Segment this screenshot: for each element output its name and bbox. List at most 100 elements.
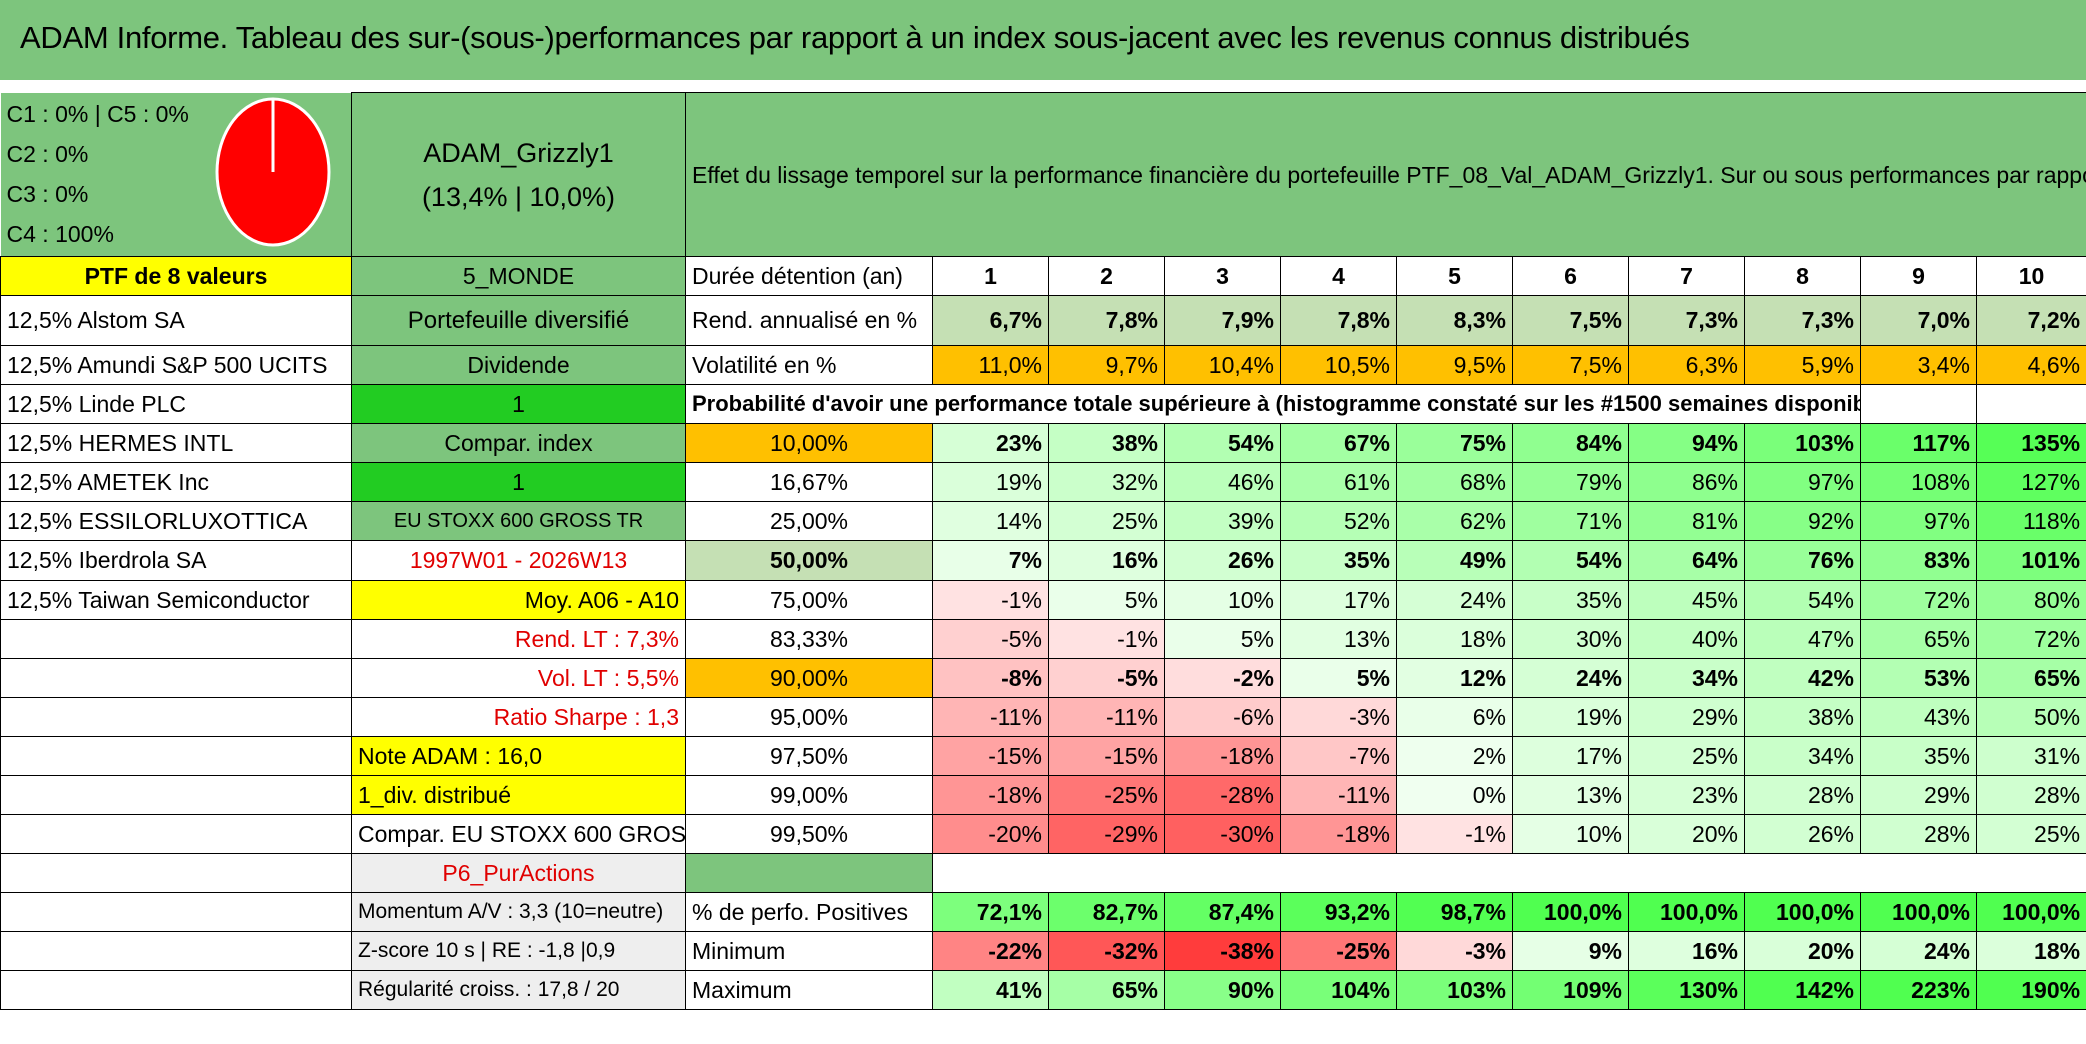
prob-value: 72%: [1975, 619, 2086, 659]
prob-threshold: 97,50%: [685, 736, 933, 776]
holding-item: 12,5% Linde PLC: [0, 384, 352, 424]
note-adam-label: Note ADAM : 16,0: [351, 736, 686, 776]
prob-value: 103%: [1744, 423, 1861, 463]
prob-threshold: 90,00%: [685, 658, 933, 698]
prob-value: 117%: [1860, 423, 1977, 463]
positive-value: 98,7%: [1396, 892, 1513, 932]
prob-value: -30%: [1164, 814, 1281, 854]
prob-value: 54%: [1744, 580, 1861, 620]
prob-threshold: 83,33%: [685, 619, 933, 659]
prob-value: 25%: [1975, 814, 2086, 854]
prob-value: 42%: [1744, 658, 1861, 698]
description: Effet du lissage temporel sur la perform…: [684, 92, 2086, 257]
positive-value: 100,0%: [1628, 892, 1745, 932]
rend-value: 7,3%: [1744, 295, 1861, 346]
positive-value: 100,0%: [1860, 892, 1977, 932]
vol-value: 11,0%: [932, 345, 1049, 385]
prob-value: -7%: [1280, 736, 1397, 776]
max-label: Maximum: [685, 970, 933, 1010]
prob-value: 24%: [1512, 658, 1629, 698]
year-header: 9: [1860, 256, 1977, 296]
rend-value: 7,3%: [1628, 295, 1745, 346]
year-header: 3: [1164, 256, 1281, 296]
prob-value: 62%: [1396, 501, 1513, 541]
maximum-value: 65%: [1048, 970, 1165, 1010]
rend-label: Rend. annualisé en %: [685, 295, 933, 346]
holding-item: 12,5% Iberdrola SA: [0, 540, 352, 581]
prob-value: -20%: [932, 814, 1049, 854]
rend-value: 7,0%: [1860, 295, 1977, 346]
prob-value: 13%: [1512, 775, 1629, 815]
zscore-label: Z-score 10 s | RE : -1,8 |0,9: [351, 931, 686, 971]
minimum-value: 16%: [1628, 931, 1745, 971]
rend-value: 6,7%: [932, 295, 1049, 346]
prob-value: 7%: [932, 540, 1049, 581]
prob-value: 19%: [1512, 697, 1629, 737]
page-title: ADAM Informe. Tableau des sur-(sous-)per…: [20, 20, 1690, 55]
prob-value: 81%: [1628, 501, 1745, 541]
prob-value: 54%: [1164, 423, 1281, 463]
minimum-value: -38%: [1164, 931, 1281, 971]
prob-value: 26%: [1744, 814, 1861, 854]
prob-value: -29%: [1048, 814, 1165, 854]
holding-item: 12,5% ESSILORLUXOTTICA: [0, 501, 352, 541]
prob-value: 68%: [1396, 462, 1513, 502]
prob-threshold: 25,00%: [685, 501, 933, 541]
prob-value: 97%: [1744, 462, 1861, 502]
prob-value: -1%: [932, 580, 1049, 620]
prob-value: 19%: [932, 462, 1049, 502]
vol-value: 5,9%: [1744, 345, 1861, 385]
min-label: Minimum: [685, 931, 933, 971]
legend-c3: C3 : 0%: [6, 180, 89, 207]
holding-item: 12,5% Amundi S&P 500 UCITS: [0, 345, 352, 385]
prob-value: 46%: [1164, 462, 1281, 502]
prob-value: -15%: [1048, 736, 1165, 776]
pos-label: % de perfo. Positives: [685, 892, 933, 932]
prob-value: 72%: [1860, 580, 1977, 620]
rend-value: 7,9%: [1164, 295, 1281, 346]
prob-value: 14%: [932, 501, 1049, 541]
index-name: EU STOXX 600 GROSS TR: [351, 501, 686, 541]
prob-value: 108%: [1860, 462, 1977, 502]
p6-label: P6_PurActions: [351, 853, 686, 893]
regularite-label: Régularité croiss. : 17,8 / 20: [351, 970, 686, 1010]
vol-value: 4,6%: [1975, 345, 2086, 385]
prob-value: 10%: [1512, 814, 1629, 854]
prob-value: 38%: [1048, 423, 1165, 463]
minimum-value: 24%: [1860, 931, 1977, 971]
prob-value: -11%: [1280, 775, 1397, 815]
year-header: 7: [1628, 256, 1745, 296]
vol-lt-label: Vol. LT : 5,5%: [351, 658, 686, 698]
prob-value: 13%: [1280, 619, 1397, 659]
prob-value: 29%: [1860, 775, 1977, 815]
prob-value: 97%: [1860, 501, 1977, 541]
prob-value: 53%: [1860, 658, 1977, 698]
vol-value: 10,4%: [1164, 345, 1281, 385]
prob-value: -28%: [1164, 775, 1281, 815]
maximum-value: 130%: [1628, 970, 1745, 1010]
maximum-value: 90%: [1164, 970, 1281, 1010]
maximum-value: 142%: [1744, 970, 1861, 1010]
portefeuille-label: Portefeuille diversifié: [351, 295, 686, 346]
rend-value: 7,8%: [1280, 295, 1397, 346]
fund-name: ADAM_Grizzly1: [423, 137, 614, 168]
prob-value: 12%: [1396, 658, 1513, 698]
compar-label: Compar. EU STOXX 600 GROSS TR: [351, 814, 686, 854]
maximum-value: 104%: [1280, 970, 1397, 1010]
fund-cell: ADAM_Grizzly1 (13,4% | 10,0%): [351, 92, 686, 257]
sharpe-label: Ratio Sharpe : 1,3: [351, 697, 686, 737]
positive-value: 100,0%: [1744, 892, 1861, 932]
prob-threshold: 99,00%: [685, 775, 933, 815]
prob-value: -11%: [932, 697, 1049, 737]
prob-value: 24%: [1396, 580, 1513, 620]
prob-threshold: 16,67%: [685, 462, 933, 502]
prob-value: -18%: [932, 775, 1049, 815]
prob-threshold: 75,00%: [685, 580, 933, 620]
dividende-label: Dividende: [351, 345, 686, 385]
prob-value: 17%: [1280, 580, 1397, 620]
prob-value: 80%: [1975, 580, 2086, 620]
prob-value: 31%: [1975, 736, 2086, 776]
prob-value: 61%: [1280, 462, 1397, 502]
prob-value: 71%: [1512, 501, 1629, 541]
prob-value: 45%: [1628, 580, 1745, 620]
